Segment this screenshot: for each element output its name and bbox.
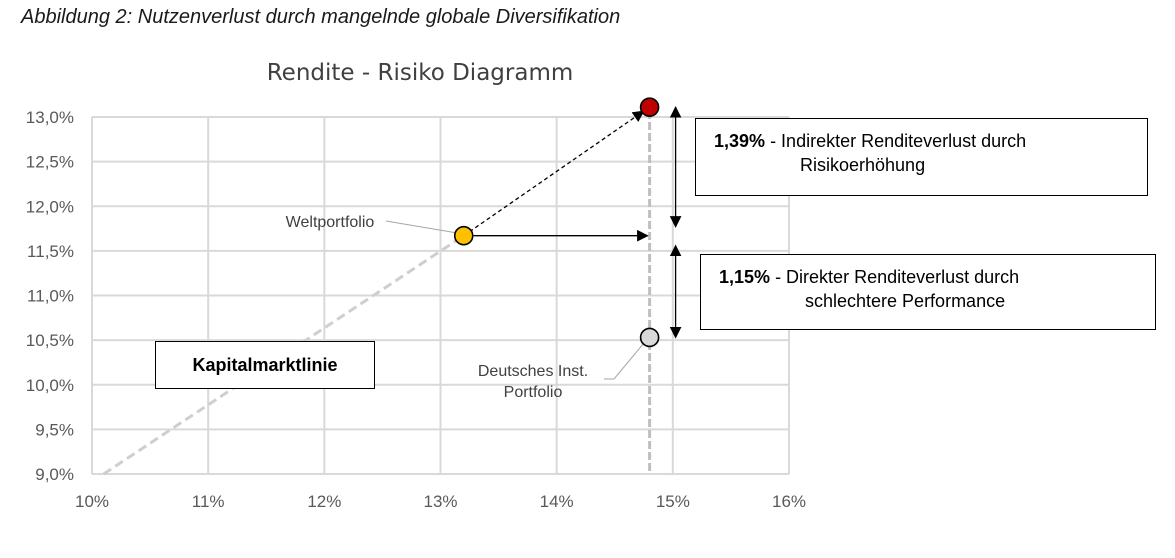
y-tick-label: 9,5% — [35, 420, 74, 439]
y-tick-label: 9,0% — [35, 465, 74, 484]
grid — [91, 116, 790, 475]
y-tick-label: 10,0% — [26, 376, 74, 395]
x-tick-label: 12% — [307, 492, 341, 511]
y-axis-ticks: 9,0% 9,5% 10,0% 10,5% 11,0% 11,5% 12,0% 12,5% 13… — [26, 108, 74, 484]
indirect-loss-annotation: 1,39% - Indirekter Renditeverlust durch … — [695, 118, 1148, 196]
indirect-loss-text: - Indirekter Renditeverlust durch — [770, 131, 1027, 151]
weltportfolio-leader — [385, 220, 456, 234]
x-tick-label: 14% — [540, 492, 574, 511]
direct-loss-text2: schlechtere Performance — [805, 291, 1006, 311]
data-points — [453, 97, 660, 348]
x-tick-label: 15% — [656, 492, 690, 511]
y-tick-label: 11,0% — [27, 287, 74, 306]
chart-title: Rendite - Risiko Diagramm — [267, 60, 574, 86]
deutsches-leader — [604, 343, 644, 380]
deutsches-portfolio-point — [639, 327, 660, 348]
risk-adjusted-point — [639, 97, 660, 117]
indirect-loss-value: 1,39% — [714, 131, 766, 151]
y-tick-label: 12,5% — [26, 153, 74, 172]
x-tick-label: 11% — [192, 492, 225, 511]
weltportfolio-point — [453, 225, 474, 246]
x-axis-ticks: 10% 11% 12% 13% 14% 15% 16% — [75, 492, 806, 511]
deutsches-label-line2: Portfolio — [504, 384, 563, 401]
y-tick-label: 10,5% — [26, 331, 74, 350]
kapitalmarktlinie-label: Kapitalmarktlinie — [155, 341, 375, 389]
x-tick-label: 16% — [772, 492, 806, 511]
x-tick-label: 13% — [423, 492, 457, 511]
risk-increase-arrow — [463, 110, 645, 237]
y-tick-label: 13,0% — [26, 108, 74, 127]
x-tick-label: 10% — [75, 492, 109, 511]
weltportfolio-label: Weltportfolio — [286, 214, 375, 231]
point-labels: Weltportfolio Deutsches Inst. Portfolio — [286, 214, 588, 401]
deutsches-label-line1: Deutsches Inst. — [478, 363, 588, 380]
direct-loss-value: 1,15% — [719, 267, 771, 287]
direct-loss-text: - Direkter Renditeverlust durch — [775, 267, 1020, 287]
indirect-loss-text2: Risikoerhöhung — [800, 155, 926, 175]
figure-caption: Abbildung 2: Nutzenverlust durch mangeln… — [21, 6, 621, 28]
y-tick-label: 11,5% — [27, 242, 74, 261]
direct-loss-annotation: 1,15% - Direkter Renditeverlust durch sc… — [700, 254, 1156, 330]
y-tick-label: 12,0% — [26, 197, 74, 216]
